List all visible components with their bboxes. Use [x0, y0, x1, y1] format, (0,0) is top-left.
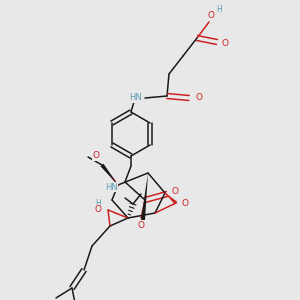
Text: O: O [172, 188, 178, 196]
Text: O: O [137, 220, 145, 230]
Polygon shape [141, 173, 148, 220]
Text: H: H [95, 200, 101, 208]
Text: O: O [182, 200, 188, 208]
Text: HN: HN [129, 94, 141, 103]
Text: O: O [92, 152, 100, 160]
Text: HN: HN [105, 182, 117, 191]
Polygon shape [165, 193, 177, 204]
Text: O: O [94, 206, 101, 214]
Text: O: O [196, 94, 202, 103]
Text: O: O [208, 11, 214, 20]
Text: O: O [221, 38, 229, 47]
Text: H: H [216, 5, 222, 14]
Polygon shape [100, 164, 118, 185]
